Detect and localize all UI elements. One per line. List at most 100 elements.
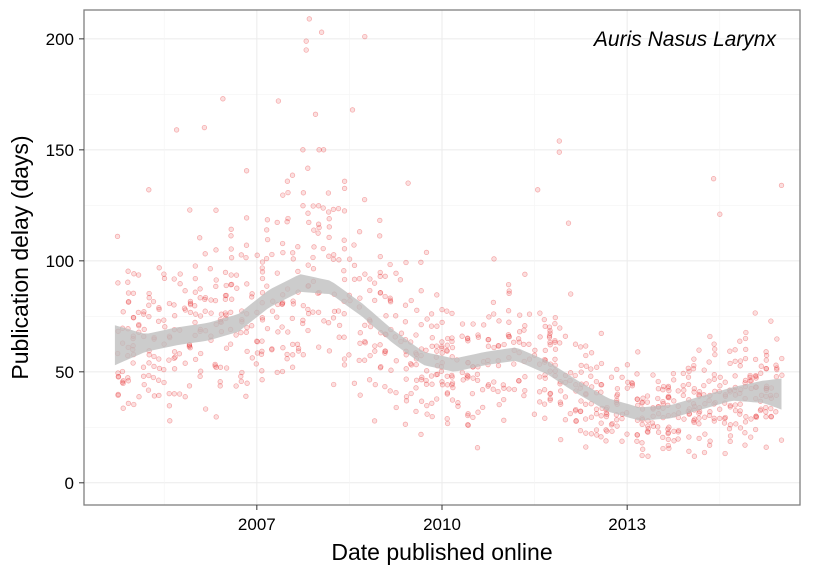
scatter-point [547, 330, 553, 336]
scatter-point [675, 429, 681, 435]
scatter-point [763, 366, 770, 372]
scatter-point [773, 362, 779, 368]
scatter-point [264, 325, 271, 332]
scatter-point [321, 318, 327, 324]
scatter-point [316, 147, 322, 153]
scatter-point [604, 411, 610, 417]
scatter-point [727, 404, 733, 410]
scatter-point [711, 376, 717, 382]
scatter-point [217, 364, 224, 370]
scatter-point [326, 216, 332, 222]
scatter-point [763, 357, 769, 363]
scatter-point [752, 310, 758, 316]
scatter-point [546, 324, 553, 330]
scatter-point [341, 311, 347, 317]
scatter-point-outlier [275, 98, 282, 104]
scatter-point [263, 255, 270, 262]
scatter-point [146, 372, 152, 379]
scatter-point [341, 276, 348, 283]
scatter-point [408, 390, 414, 397]
scatter-point [732, 402, 738, 408]
scatter-point [660, 434, 666, 441]
scatter-point [146, 352, 152, 358]
scatter-point [300, 147, 306, 153]
scatter-point [315, 203, 322, 209]
scatter-point [625, 379, 631, 385]
scatter-point [418, 431, 424, 438]
scatter-point [253, 361, 259, 367]
scatter-point [372, 381, 378, 388]
scatter-point [665, 394, 671, 401]
scatter-point [423, 249, 430, 256]
scatter-point [362, 322, 368, 328]
scatter-point [742, 430, 748, 436]
scatter-point [136, 321, 142, 328]
x-tick-label: 2010 [423, 515, 461, 534]
scatter-point [244, 380, 250, 386]
scatter-point [696, 435, 702, 442]
scatter-point [135, 309, 142, 316]
scatter-point [496, 318, 502, 324]
scatter-point [115, 391, 121, 398]
scatter-point [429, 400, 435, 406]
scatter-point [259, 317, 266, 323]
scatter-point [732, 373, 738, 379]
scatter-point [330, 206, 337, 213]
scatter-point [557, 325, 563, 331]
scatter-point-outlier [306, 16, 312, 22]
scatter-point [125, 378, 132, 384]
scatter-point [459, 321, 466, 327]
scatter-point [172, 354, 178, 360]
scatter-point [115, 373, 121, 380]
scatter-point [665, 426, 671, 432]
scatter-point [351, 262, 358, 269]
scatter-point [151, 393, 158, 399]
scatter-point [439, 345, 445, 351]
scatter-point [774, 366, 780, 373]
scatter-point [223, 345, 230, 351]
scatter-point [438, 368, 445, 374]
scatter-point [671, 428, 677, 434]
scatter-point [315, 230, 321, 236]
scatter-point [763, 414, 769, 420]
scatter-point [742, 335, 749, 342]
scatter-point [156, 365, 163, 372]
scatter-point [192, 303, 198, 309]
scatter-point [515, 336, 522, 342]
scatter-point [115, 280, 121, 286]
scatter-point [747, 378, 753, 384]
scatter-point [361, 196, 368, 203]
scatter-point [779, 355, 785, 362]
scatter-point [377, 290, 383, 296]
scatter-point [382, 383, 388, 390]
scatter-point [692, 416, 698, 422]
scatter-point [712, 351, 718, 358]
scatter-point [779, 372, 785, 378]
scatter-point [418, 259, 424, 265]
scatter-point [330, 315, 337, 321]
scatter-point [732, 358, 738, 364]
scatter-point [464, 375, 470, 381]
scatter-point [614, 417, 620, 423]
scatter-point [372, 297, 378, 304]
scatter-point [259, 269, 266, 275]
scatter-point [357, 295, 363, 301]
scatter-point [505, 281, 512, 288]
scatter-point [537, 399, 543, 405]
scatter-point [259, 265, 265, 271]
scatter-point [439, 319, 445, 326]
scatter-point [501, 341, 507, 348]
scatter-point [475, 332, 481, 338]
scatter-point [773, 409, 779, 415]
scatter-point [552, 314, 558, 321]
scatter-point [480, 404, 486, 411]
scatter-point [552, 339, 558, 345]
scatter-point-outlier [535, 187, 541, 193]
scatter-point-outlier [710, 176, 717, 182]
scatter-point [516, 378, 522, 384]
scatter-point [228, 309, 234, 315]
scatter-point [747, 374, 753, 380]
scatter-point [470, 321, 476, 327]
scatter-point [423, 377, 429, 384]
scatter-point [577, 408, 584, 414]
